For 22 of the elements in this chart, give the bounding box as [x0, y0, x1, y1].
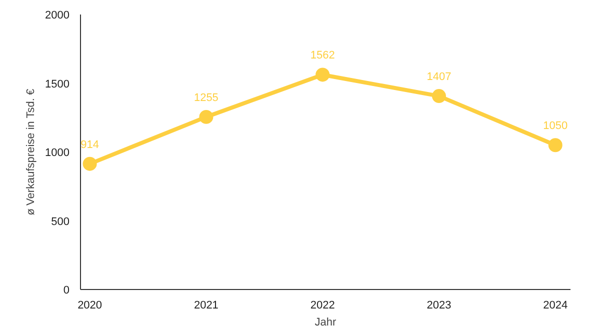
- x-tick-label: 2022: [310, 300, 335, 312]
- point: [82, 156, 97, 171]
- x-tick-label: 2020: [78, 300, 102, 312]
- x-tick-label: 2024: [543, 300, 568, 312]
- y-tick-label: 1000: [45, 147, 70, 159]
- y-tick-label: 1500: [45, 78, 70, 90]
- y-tick-label: 500: [51, 216, 70, 228]
- data-label: 1562: [310, 50, 335, 62]
- data-label: 1407: [426, 71, 452, 84]
- y-tick-label: 0: [63, 284, 70, 296]
- data-label: 914: [80, 138, 99, 151]
- point: [548, 138, 562, 152]
- point: [432, 89, 446, 104]
- y-tick-label: 2000: [45, 10, 70, 22]
- point: [199, 110, 214, 124]
- y-axis-title: ø Verkaufspreise in Tsd. €: [25, 88, 38, 216]
- data-label: 1255: [194, 92, 218, 104]
- x-tick-label: 2023: [426, 300, 452, 312]
- x-axis-title: Jahr: [314, 316, 337, 328]
- data-label: 1050: [543, 120, 568, 132]
- point: [316, 68, 330, 82]
- x-tick-label: 2021: [194, 300, 218, 312]
